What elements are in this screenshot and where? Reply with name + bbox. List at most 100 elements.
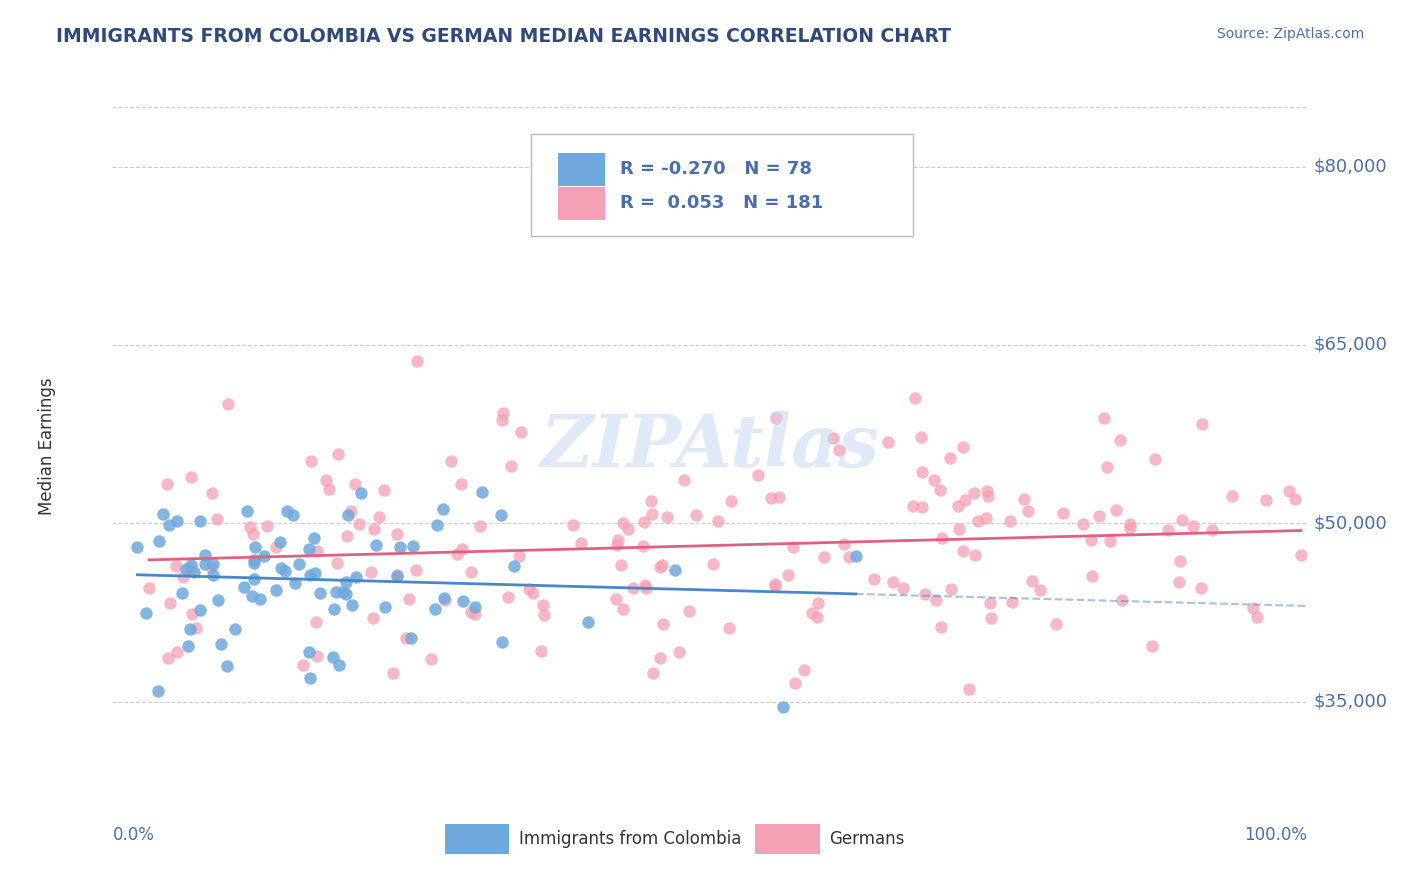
Point [201,557,224,571]
Point [571,536,593,550]
Point [325,557,347,571]
Point [406,353,429,368]
Point [381,665,404,680]
Point [962,485,984,500]
Point [243,552,266,566]
Point [405,563,427,577]
Point [939,582,962,596]
Point [510,425,533,439]
FancyBboxPatch shape [531,134,914,235]
Point [315,473,337,487]
Point [468,519,491,533]
Point [460,605,482,619]
Point [299,454,322,468]
Point [668,644,690,658]
Point [368,509,391,524]
Point [337,508,360,522]
Point [1168,554,1191,568]
Point [1080,533,1102,547]
Point [652,616,675,631]
Point [284,575,307,590]
Point [325,585,347,599]
Point [965,548,987,562]
Point [1289,548,1312,562]
Point [385,569,408,583]
Point [156,477,179,491]
Point [929,620,952,634]
Point [747,467,769,482]
Point [176,639,198,653]
Point [720,494,742,508]
Text: ZIPAtlas: ZIPAtlas [541,410,879,482]
Point [882,574,904,589]
Point [492,406,515,420]
Point [1017,504,1039,518]
Point [617,522,640,536]
Point [914,587,936,601]
Point [243,540,266,554]
FancyBboxPatch shape [558,187,605,220]
Point [1071,516,1094,531]
Point [374,600,396,615]
Point [274,565,297,579]
Point [1246,610,1268,624]
Point [1170,513,1192,527]
Point [664,562,686,576]
Point [207,592,229,607]
Point [297,644,319,658]
Point [761,491,783,506]
Point [891,581,914,595]
Point [269,535,291,549]
Point [576,615,599,630]
Point [640,494,662,508]
Point [304,566,326,580]
Point [194,548,217,562]
Point [433,593,456,607]
Point [783,676,806,690]
Point [148,534,170,549]
Point [702,557,724,571]
Point [948,499,970,513]
Point [181,607,204,622]
Point [939,450,962,465]
Point [363,522,385,536]
Point [266,583,288,598]
Point [801,606,824,620]
Point [194,558,217,572]
Point [1098,534,1121,549]
Point [127,541,149,555]
Text: 100.0%: 100.0% [1244,826,1308,844]
Point [763,579,786,593]
Point [464,607,486,621]
Text: Median Earnings: Median Earnings [38,377,56,515]
Point [188,603,211,617]
Point [152,508,174,522]
Point [1012,492,1035,507]
Point [343,477,366,491]
Point [253,549,276,563]
Point [366,538,388,552]
Point [344,570,367,584]
Point [862,572,884,586]
Point [180,558,202,572]
Point [813,550,835,565]
Point [925,592,948,607]
Point [631,539,654,553]
Point [464,600,486,615]
Point [782,540,804,554]
Point [953,492,976,507]
Point [340,598,363,612]
Point [610,558,633,573]
Text: $35,000: $35,000 [1313,693,1388,711]
Point [288,557,311,571]
Point [533,608,555,623]
Point [349,517,371,532]
Point [179,561,201,575]
Point [1284,491,1306,506]
Point [612,601,634,615]
Point [180,470,202,484]
Point [398,591,420,606]
Point [1021,574,1043,589]
Point [531,598,554,612]
Point [323,602,346,616]
